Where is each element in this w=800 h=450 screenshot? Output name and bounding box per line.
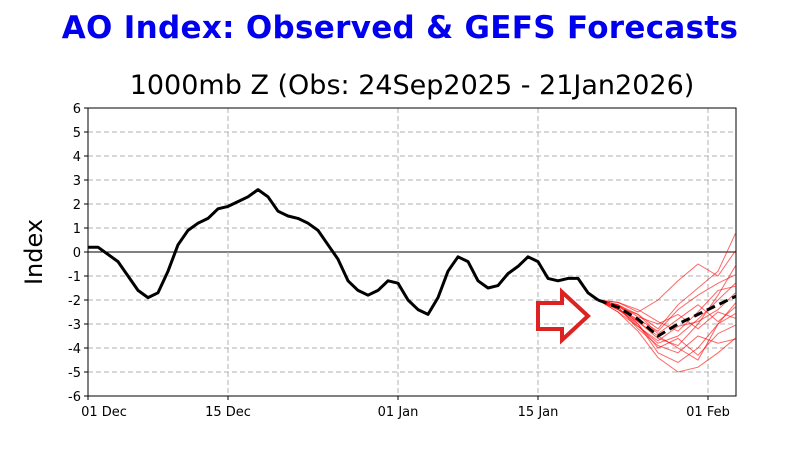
axes: -6 -5 -4 -3 -2 -1 0 1 2 3 4 5 6 01 Dec 15 Dec 01 Jan 15 … (68, 102, 737, 420)
y-tick-label: 0 (73, 246, 81, 261)
y-tick-label: 2 (73, 198, 81, 213)
x-tick-label: 01 Feb (686, 405, 730, 420)
y-tick-label: 6 (73, 102, 81, 117)
y-tick-label: -2 (68, 294, 81, 309)
ensemble-member-line (597, 299, 736, 361)
ensemble-members (597, 231, 736, 373)
annotation-arrow (536, 287, 591, 345)
ensemble-member-line (597, 299, 736, 373)
x-tick-label: 15 Jan (518, 405, 559, 420)
plot-frame (87, 107, 737, 397)
ensemble-member-line (597, 285, 736, 332)
y-tick-label: -1 (68, 270, 81, 285)
y-tick-label: 5 (73, 126, 81, 141)
y-axis-label: Index (20, 219, 48, 285)
x-tick-label: 01 Dec (81, 405, 127, 420)
ensemble-member-line (597, 299, 736, 354)
y-tick-label: -5 (68, 366, 81, 381)
chart-title: AO Index: Observed & GEFS Forecasts (61, 10, 739, 46)
observed-line (88, 188, 599, 316)
chart-subtitle: 1000mb Z (Obs: 24Sep2025 - 21Jan2026) (129, 70, 695, 101)
ensemble-mean-line (597, 294, 736, 338)
y-tick-label: -3 (68, 318, 81, 333)
x-tick-label: 15 Dec (205, 405, 251, 420)
x-tick-label: 01 Jan (378, 405, 419, 420)
ensemble-member-line (597, 299, 736, 330)
series-lines (88, 188, 736, 338)
y-tick-label: -6 (68, 390, 81, 405)
grid (87, 107, 736, 397)
y-tick-label: 3 (73, 174, 81, 189)
y-tick-label: 4 (73, 150, 81, 165)
ensemble-member-line (597, 231, 736, 330)
y-tick-label: 1 (73, 222, 81, 237)
ensemble-member-line (597, 291, 736, 342)
y-tick-label: -4 (68, 342, 81, 357)
